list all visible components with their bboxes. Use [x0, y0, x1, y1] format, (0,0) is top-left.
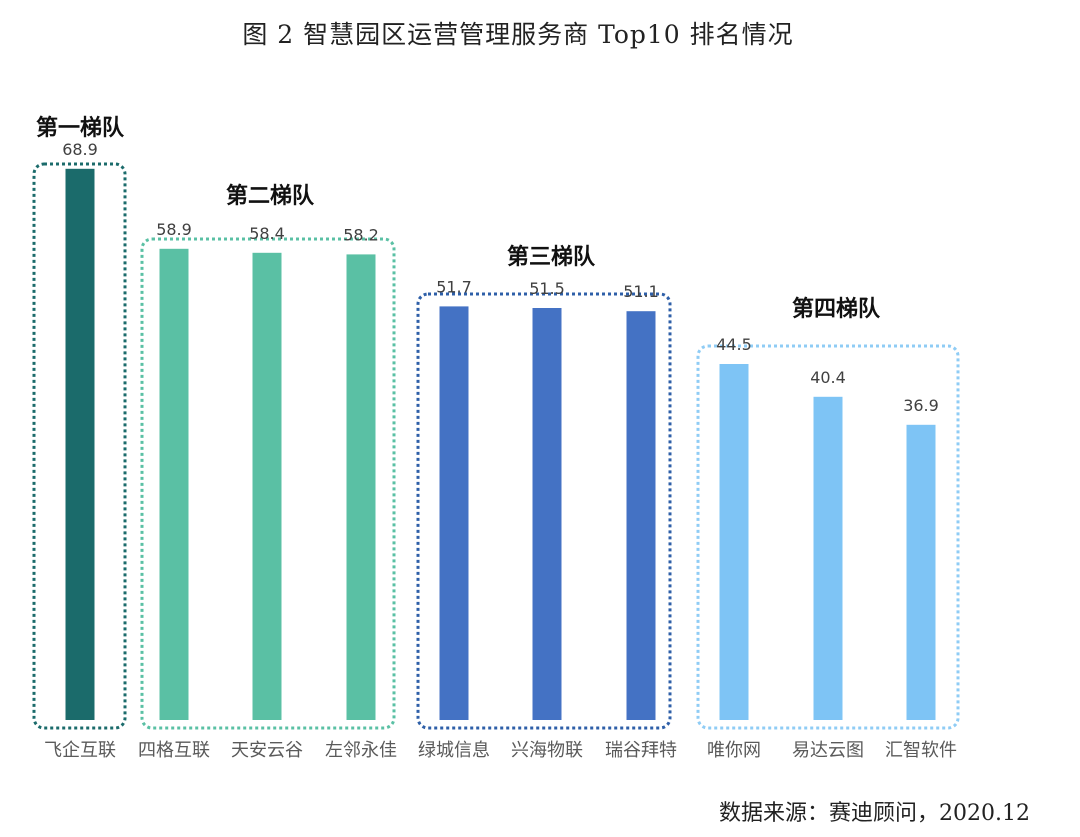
source-note: 数据来源：赛迪顾问，2020.12	[719, 801, 1030, 826]
chart-title: 图 2 智慧园区运营管理服务商 Top10 排名情况	[242, 20, 793, 49]
tier-label-2: 第二梯队	[226, 183, 315, 209]
tier-label-1: 第一梯队	[36, 115, 125, 141]
value-label-9: 40.4	[810, 368, 846, 387]
tier-frame-2	[140, 237, 396, 730]
bar-8	[719, 364, 749, 720]
bar-5	[439, 306, 469, 720]
tier-frame-1	[32, 162, 127, 730]
bar-10	[906, 424, 936, 720]
value-label-1: 68.9	[62, 140, 98, 159]
bar-2	[159, 248, 189, 721]
value-label-3: 58.4	[249, 224, 285, 243]
bar-7	[626, 311, 656, 720]
tier-label-4: 第四梯队	[792, 296, 881, 322]
bar-6	[532, 308, 562, 720]
bars	[65, 168, 936, 721]
bar-4	[346, 254, 376, 720]
category-label-7: 瑞谷拜特	[605, 740, 677, 761]
tier-frame-4	[696, 344, 960, 730]
category-label-1: 飞企互联	[44, 740, 116, 761]
category-label-3: 天安云谷	[231, 740, 303, 761]
value-labels: 68.9 58.9 58.4 58.2 51.7 51.5 51.1 44.5 40.4 36.9	[62, 140, 939, 415]
category-label-4: 左邻永佳	[325, 740, 397, 761]
category-label-10: 汇智软件	[885, 740, 957, 761]
value-label-4: 58.2	[343, 225, 379, 244]
category-label-2: 四格互联	[138, 740, 210, 761]
value-label-8: 44.5	[716, 335, 752, 354]
tier-label-3: 第三梯队	[507, 244, 596, 270]
value-label-5: 51.7	[436, 277, 472, 296]
category-label-6: 兴海物联	[511, 740, 583, 761]
category-label-8: 唯你网	[707, 740, 761, 761]
value-label-10: 36.9	[903, 396, 939, 415]
category-label-5: 绿城信息	[418, 740, 490, 761]
tier-frames	[32, 162, 960, 730]
category-labels: 飞企互联 四格互联 天安云谷 左邻永佳 绿城信息 兴海物联 瑞谷拜特 唯你网 易达云图 汇智软件	[44, 740, 957, 761]
value-label-6: 51.5	[529, 279, 565, 298]
tier-frame-3	[416, 292, 672, 730]
bar-9	[813, 396, 843, 720]
category-label-9: 易达云图	[792, 740, 864, 761]
bar-1	[65, 168, 95, 721]
value-label-2: 58.9	[156, 220, 192, 239]
bar-3	[252, 252, 282, 721]
value-label-7: 51.1	[623, 282, 659, 301]
